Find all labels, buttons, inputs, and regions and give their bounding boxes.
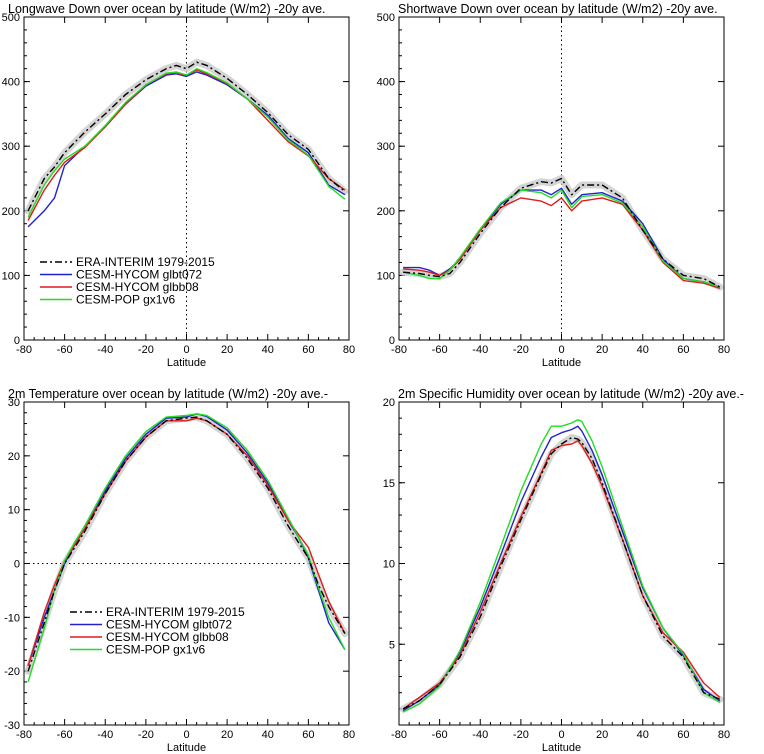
series-line-gx1v6 <box>402 419 721 713</box>
x-tick-label: -40 <box>97 729 113 741</box>
chart-panel-1: Longwave Down over ocean by latitude (W/… <box>2 2 355 369</box>
chart-title: 2m Temperature over ocean by latitude (W… <box>8 387 328 401</box>
x-tick-label: -80 <box>391 729 407 741</box>
y-tick-label: 300 <box>2 141 20 153</box>
x-tick-label: -80 <box>391 344 407 356</box>
x-tick-label: 0 <box>183 729 189 741</box>
y-tick-label: 20 <box>383 397 395 409</box>
x-tick-label: -80 <box>16 344 32 356</box>
y-tick-label: 15 <box>383 478 395 490</box>
x-tick-label: 60 <box>302 729 314 741</box>
y-tick-label: 100 <box>377 270 395 282</box>
x-tick-label: 0 <box>558 729 564 741</box>
x-tick-label: 40 <box>637 729 649 741</box>
legend-label: CESM-POP gx1v6 <box>76 293 175 307</box>
y-tick-label: 400 <box>377 77 395 89</box>
x-tick-label: 60 <box>677 729 689 741</box>
y-tick-label: 400 <box>2 77 20 89</box>
x-axis-label: Latitude <box>167 742 206 754</box>
x-tick-label: -40 <box>472 344 488 356</box>
y-tick-label: 0 <box>14 335 20 347</box>
legend-label: CESM-HYCOM glbt072 <box>106 618 232 632</box>
x-tick-label: 80 <box>343 729 355 741</box>
y-tick-label: 500 <box>377 12 395 24</box>
y-tick-label: 20 <box>8 451 20 463</box>
chart-panel-2: Shortwave Down over ocean by latitude (W… <box>377 2 730 369</box>
x-tick-label: -80 <box>16 729 32 741</box>
x-tick-label: 20 <box>221 344 233 356</box>
y-tick-label: 10 <box>383 559 395 571</box>
x-tick-label: -20 <box>138 344 154 356</box>
legend-label: CESM-HYCOM glbt072 <box>76 268 202 282</box>
legend-label: CESM-POP gx1v6 <box>106 643 205 657</box>
series-line-era <box>403 177 721 288</box>
chart-panel-3: 2m Temperature over ocean by latitude (W… <box>4 387 355 754</box>
y-tick-label: 500 <box>2 12 20 24</box>
x-tick-label: -60 <box>57 729 73 741</box>
y-tick-label: 5 <box>389 639 395 651</box>
series-line-glbt072 <box>27 71 346 228</box>
chart-title: Shortwave Down over ocean by latitude (W… <box>398 2 718 16</box>
y-tick-label: -20 <box>4 666 20 678</box>
x-tick-label: 80 <box>718 729 730 741</box>
legend-label: ERA-INTERIM 1979-2015 <box>76 255 215 269</box>
x-tick-label: 80 <box>718 344 730 356</box>
x-tick-label: -20 <box>138 729 154 741</box>
y-tick-label: 0 <box>389 335 395 347</box>
y-tick-label: 10 <box>8 505 20 517</box>
x-tick-label: -60 <box>57 344 73 356</box>
legend-label: CESM-HYCOM glbb08 <box>76 280 199 294</box>
x-tick-label: 60 <box>302 344 314 356</box>
chart-title: 2m Specific Humidity over ocean by latit… <box>398 387 744 401</box>
x-tick-label: 40 <box>637 344 649 356</box>
y-tick-label: 200 <box>377 206 395 218</box>
y-tick-label: 0 <box>14 559 20 571</box>
x-tick-label: 40 <box>262 729 274 741</box>
series-line-glbb08 <box>402 440 721 710</box>
series-line-glbb08 <box>403 197 721 289</box>
y-tick-label: 100 <box>2 270 20 282</box>
y-tick-label: 30 <box>8 397 20 409</box>
y-tick-label: 300 <box>377 141 395 153</box>
x-tick-label: 40 <box>262 344 274 356</box>
x-tick-label: 60 <box>677 344 689 356</box>
x-tick-label: -20 <box>513 729 529 741</box>
x-tick-label: 80 <box>343 344 355 356</box>
x-tick-label: 0 <box>558 344 564 356</box>
x-tick-label: -60 <box>432 729 448 741</box>
x-tick-label: -40 <box>97 344 113 356</box>
x-axis-label: Latitude <box>542 357 581 369</box>
x-tick-label: 20 <box>596 344 608 356</box>
series-line-gx1v6 <box>27 413 346 683</box>
series-line-gx1v6 <box>27 67 346 218</box>
x-axis-label: Latitude <box>542 742 581 754</box>
x-tick-label: -20 <box>513 344 529 356</box>
series-line-era <box>27 61 346 212</box>
series-line-era <box>27 416 346 672</box>
x-tick-label: 20 <box>596 729 608 741</box>
x-tick-label: 20 <box>221 729 233 741</box>
x-tick-label: -40 <box>472 729 488 741</box>
x-tick-label: 0 <box>183 344 189 356</box>
y-tick-label: -30 <box>4 720 20 732</box>
chart-title: Longwave Down over ocean by latitude (W/… <box>8 2 326 16</box>
legend-label: CESM-HYCOM glbb08 <box>106 630 229 644</box>
x-axis-label: Latitude <box>167 357 206 369</box>
y-tick-label: -10 <box>4 612 20 624</box>
series-line-era <box>402 436 721 710</box>
y-tick-label: 200 <box>2 206 20 218</box>
legend-label: ERA-INTERIM 1979-2015 <box>106 605 245 619</box>
chart-panel-4: 2m Specific Humidity over ocean by latit… <box>383 387 744 754</box>
x-tick-label: -60 <box>432 344 448 356</box>
